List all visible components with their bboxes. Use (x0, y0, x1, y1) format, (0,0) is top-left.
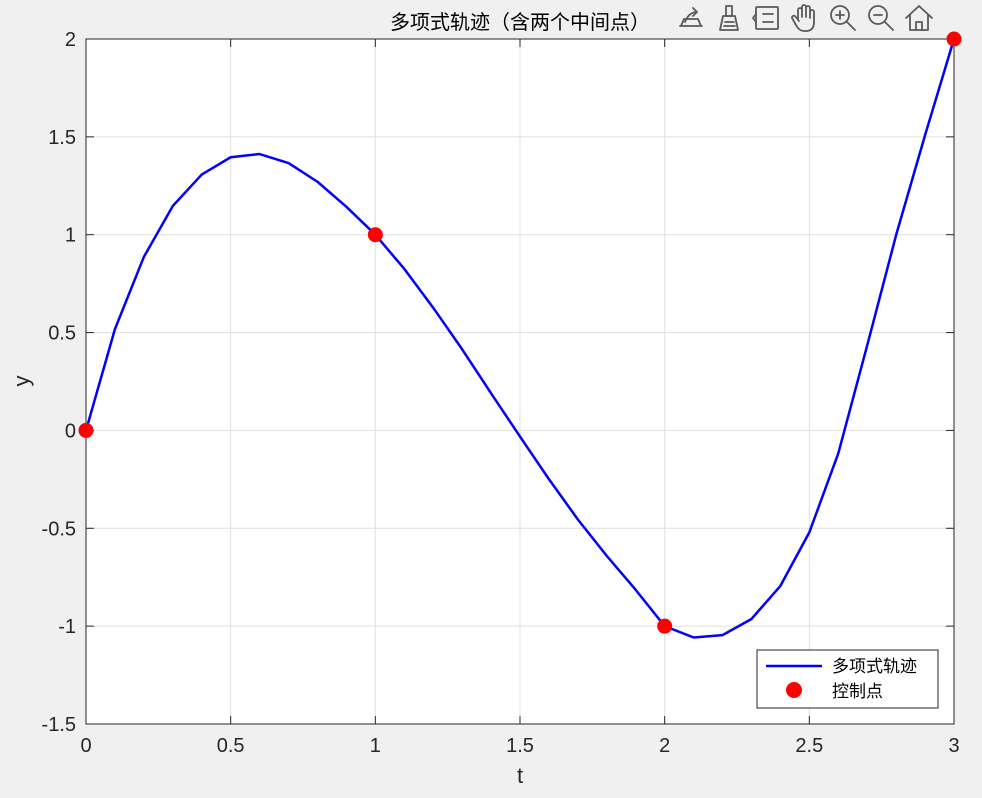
ticks (85, 38, 955, 725)
tick-labels: 0 0.5 1 1.5 2 2.5 3 -1.5 -1 -0.5 0 0.5 1 1.5 2 (42, 29, 960, 757)
zoom-in-button[interactable] (826, 1, 860, 35)
x-tick-label: 2 (659, 735, 670, 757)
chart-title: 多项式轨迹（含两个中间点） (390, 10, 650, 34)
x-tick-label: 0 (80, 735, 91, 757)
legend-label-control-points: 控制点 (832, 682, 883, 702)
export-button[interactable] (674, 1, 708, 35)
series-layer (78, 31, 962, 639)
control-point-marker (367, 227, 383, 243)
y-tick-label: 1.5 (48, 127, 76, 149)
x-tick-label: 3 (948, 735, 959, 757)
export-icon (679, 7, 703, 27)
home-button[interactable] (902, 1, 936, 35)
legend-marker-sample (786, 682, 802, 698)
y-tick-label: 1 (65, 225, 76, 247)
axes-toolbar (674, 0, 936, 36)
y-tick-label: -1.5 (42, 714, 76, 736)
x-axis-label: t (517, 763, 523, 788)
legend-box (756, 649, 939, 709)
data-tips-icon (752, 6, 779, 30)
control-point-marker (78, 422, 94, 438)
y-axis-label: y (9, 376, 34, 387)
pan-hand-icon (791, 4, 815, 32)
control-point-marker (946, 31, 962, 47)
brush-button[interactable] (712, 1, 746, 35)
data-tips-button[interactable] (750, 1, 784, 35)
y-tick-label: 0.5 (48, 323, 76, 345)
x-tick-label: 0.5 (217, 735, 245, 757)
zoom-out-button[interactable] (864, 1, 898, 35)
y-tick-label: 2 (65, 29, 76, 51)
x-tick-label: 1.5 (506, 735, 534, 757)
y-tick-label: 0 (65, 420, 76, 442)
legend[interactable]: 多项式轨迹 控制点 (756, 649, 939, 709)
x-tick-label: 2.5 (795, 735, 823, 757)
zoom-out-icon (868, 5, 894, 31)
brush-icon (719, 5, 739, 31)
y-tick-label: -1 (58, 616, 76, 638)
home-icon (905, 5, 933, 31)
x-tick-label: 1 (370, 735, 381, 757)
pan-button[interactable] (788, 1, 822, 35)
zoom-in-icon (830, 5, 856, 31)
control-point-marker (657, 618, 673, 634)
legend-label-trajectory: 多项式轨迹 (832, 657, 917, 677)
y-tick-label: -0.5 (42, 518, 76, 540)
trajectory-line (84, 38, 956, 639)
